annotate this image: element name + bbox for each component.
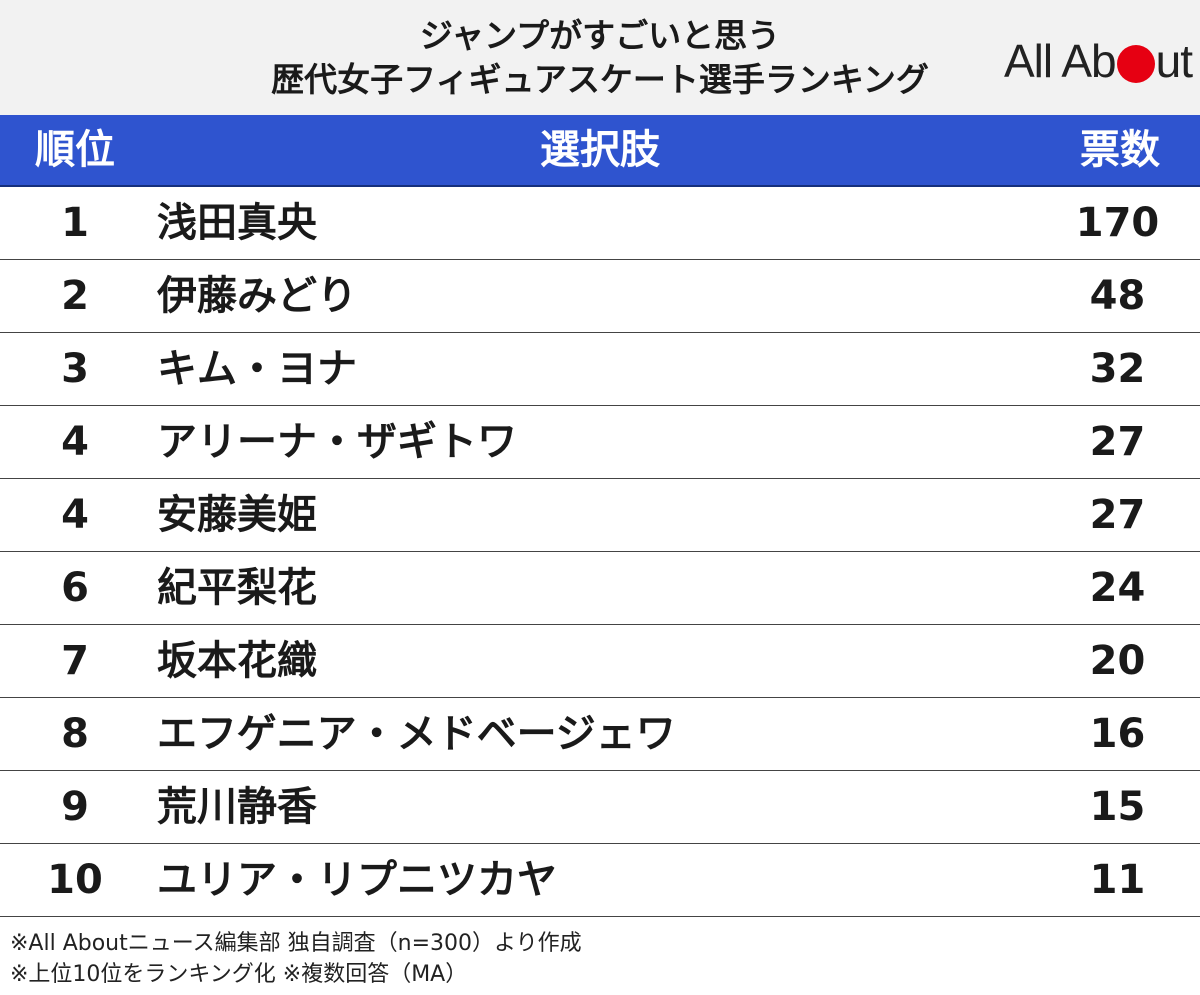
column-header-rank: 順位 <box>35 127 115 173</box>
footnote-source: ※All Aboutニュース編集部 独自調査（n=300）より作成 <box>10 931 582 956</box>
table-row: 8 エフゲニア・メドベージェワ 16 <box>0 698 1200 771</box>
rank-cell: 2 <box>61 273 89 319</box>
logo-text-right: ut <box>1155 35 1193 87</box>
all-about-logo: All Ab ut <box>1004 35 1193 87</box>
column-header-votes: 票数 <box>1080 127 1160 173</box>
name-cell: 荒川静香 <box>157 784 317 830</box>
votes-cell: 27 <box>1089 419 1146 465</box>
footnote-method: ※上位10位をランキング化 ※複数回答（MA） <box>10 962 468 987</box>
table-row: 7 坂本花織 20 <box>0 625 1200 698</box>
name-cell: ユリア・リプニツカヤ <box>157 857 557 903</box>
rank-cell: 10 <box>47 857 103 903</box>
votes-cell: 11 <box>1089 857 1146 903</box>
name-cell: 紀平梨花 <box>157 565 317 611</box>
table-header: 順位 選択肢 票数 <box>0 115 1200 187</box>
votes-cell: 15 <box>1089 784 1146 830</box>
rank-cell: 8 <box>61 711 89 757</box>
table-row: 4 安藤美姫 27 <box>0 479 1200 552</box>
page-title: ジャンプがすごいと思う 歴代女子フィギュアスケート選手ランキング <box>0 14 1200 102</box>
name-cell: アリーナ・ザギトワ <box>157 419 517 465</box>
rank-cell: 6 <box>61 565 89 611</box>
name-cell: エフゲニア・メドベージェワ <box>157 711 676 757</box>
votes-cell: 32 <box>1089 346 1146 392</box>
title-line-2: 歴代女子フィギュアスケート選手ランキング <box>271 60 929 99</box>
name-cell: キム・ヨナ <box>157 346 357 392</box>
rank-cell: 1 <box>61 200 89 246</box>
table-row: 2 伊藤みどり 48 <box>0 260 1200 333</box>
table-row: 3 キム・ヨナ 32 <box>0 333 1200 406</box>
footnotes: ※All Aboutニュース編集部 独自調査（n=300）より作成 ※上位10位… <box>10 928 582 990</box>
votes-cell: 170 <box>1075 200 1160 246</box>
rank-cell: 9 <box>61 784 89 830</box>
title-line-1: ジャンプがすごいと思う <box>419 16 781 55</box>
votes-cell: 20 <box>1089 638 1146 684</box>
name-cell: 浅田真央 <box>157 200 317 246</box>
logo-text-left: All Ab <box>1004 35 1117 87</box>
table-row: 9 荒川静香 15 <box>0 771 1200 844</box>
votes-cell: 48 <box>1089 273 1146 319</box>
title-band: ジャンプがすごいと思う 歴代女子フィギュアスケート選手ランキング All Ab u… <box>0 0 1200 115</box>
name-cell: 伊藤みどり <box>157 273 357 319</box>
column-header-name: 選択肢 <box>540 127 660 173</box>
votes-cell: 24 <box>1089 565 1146 611</box>
rank-cell: 4 <box>61 492 89 538</box>
table-row: 10 ユリア・リプニツカヤ 11 <box>0 844 1200 917</box>
table-row: 4 アリーナ・ザギトワ 27 <box>0 406 1200 479</box>
logo-red-dot-icon <box>1116 45 1155 83</box>
rank-cell: 7 <box>61 638 89 684</box>
votes-cell: 27 <box>1089 492 1146 538</box>
table-row: 1 浅田真央 170 <box>0 187 1200 260</box>
name-cell: 坂本花織 <box>157 638 317 684</box>
ranking-table-body: 1 浅田真央 170 2 伊藤みどり 48 3 キム・ヨナ 32 4 アリーナ・ザギトワ 27 4 安藤美… <box>0 187 1200 917</box>
rank-cell: 4 <box>61 419 89 465</box>
table-row: 6 紀平梨花 24 <box>0 552 1200 625</box>
rank-cell: 3 <box>61 346 89 392</box>
votes-cell: 16 <box>1089 711 1146 757</box>
name-cell: 安藤美姫 <box>157 492 317 538</box>
